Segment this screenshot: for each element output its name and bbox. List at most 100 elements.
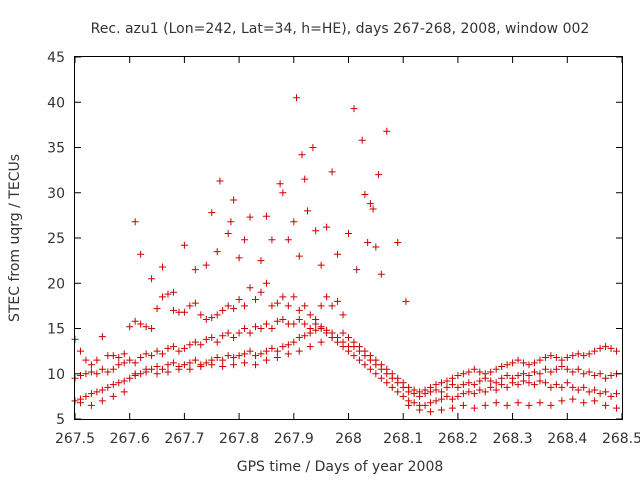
data-point bbox=[169, 306, 177, 314]
data-point bbox=[257, 325, 265, 332]
data-point bbox=[279, 189, 287, 197]
data-point bbox=[142, 365, 150, 373]
data-point bbox=[487, 377, 495, 385]
data-point bbox=[279, 293, 287, 301]
data-point bbox=[525, 379, 533, 387]
data-point bbox=[230, 361, 238, 369]
data-point bbox=[547, 383, 555, 391]
data-point bbox=[235, 352, 243, 360]
data-point bbox=[126, 323, 134, 331]
data-point bbox=[498, 363, 506, 371]
data-point bbox=[552, 353, 560, 361]
data-point bbox=[317, 261, 325, 269]
data-point bbox=[186, 365, 194, 373]
data-point bbox=[120, 388, 128, 396]
data-point bbox=[536, 356, 544, 364]
data-point bbox=[530, 368, 538, 376]
data-point bbox=[82, 356, 90, 364]
x-tick-label: 268.2 bbox=[438, 431, 478, 447]
y-tick-label: 30 bbox=[47, 186, 65, 202]
data-point bbox=[293, 94, 301, 102]
data-point bbox=[602, 401, 610, 409]
data-point bbox=[328, 302, 336, 310]
data-point bbox=[536, 377, 544, 385]
data-point bbox=[366, 200, 374, 208]
data-point bbox=[563, 365, 571, 373]
data-point bbox=[290, 293, 298, 301]
data-point bbox=[503, 383, 511, 391]
data-point bbox=[432, 386, 440, 394]
data-point bbox=[197, 341, 205, 349]
data-point bbox=[224, 302, 232, 310]
data-point bbox=[509, 379, 517, 387]
data-point bbox=[355, 356, 363, 364]
data-point bbox=[290, 218, 298, 226]
data-point bbox=[613, 347, 621, 355]
data-point bbox=[345, 229, 352, 237]
data-point bbox=[399, 392, 407, 400]
data-point bbox=[585, 350, 593, 358]
data-point bbox=[525, 401, 533, 409]
data-point bbox=[180, 344, 188, 352]
data-point bbox=[492, 386, 500, 394]
data-point bbox=[246, 347, 254, 355]
data-point bbox=[191, 338, 199, 346]
data-point bbox=[180, 308, 188, 316]
data-point bbox=[514, 381, 522, 389]
data-point bbox=[405, 388, 413, 396]
data-point bbox=[585, 388, 593, 396]
data-point bbox=[416, 392, 424, 400]
x-tick-label: 267.6 bbox=[110, 431, 150, 447]
data-point bbox=[481, 374, 489, 382]
y-tick-label: 35 bbox=[47, 141, 65, 157]
data-point bbox=[137, 250, 145, 258]
data-point bbox=[290, 338, 298, 346]
data-point bbox=[76, 372, 84, 380]
data-point bbox=[525, 361, 533, 369]
data-point bbox=[487, 368, 495, 376]
data-point bbox=[213, 311, 221, 319]
x-tick-label: 267.8 bbox=[219, 431, 259, 447]
data-point bbox=[175, 365, 183, 373]
data-point bbox=[312, 320, 320, 328]
data-point bbox=[476, 377, 484, 385]
data-point bbox=[361, 191, 369, 199]
data-point bbox=[574, 365, 582, 373]
data-point bbox=[126, 356, 134, 364]
data-point bbox=[219, 356, 227, 364]
data-point bbox=[303, 207, 311, 215]
data-point bbox=[443, 377, 451, 385]
data-point bbox=[180, 361, 188, 369]
data-point bbox=[369, 205, 377, 213]
data-point bbox=[421, 390, 429, 398]
data-point bbox=[366, 356, 374, 364]
data-point bbox=[402, 297, 410, 305]
data-point bbox=[558, 397, 566, 405]
data-point bbox=[142, 323, 150, 331]
data-point bbox=[109, 352, 117, 360]
data-point bbox=[558, 356, 566, 364]
data-point bbox=[186, 341, 194, 349]
data-point bbox=[580, 399, 588, 407]
data-point bbox=[235, 296, 243, 304]
data-point bbox=[580, 383, 588, 391]
data-point bbox=[569, 395, 577, 403]
data-point bbox=[273, 299, 281, 307]
data-point bbox=[536, 370, 544, 378]
data-point bbox=[137, 353, 145, 361]
data-point bbox=[252, 361, 260, 369]
data-point bbox=[257, 288, 265, 296]
data-point bbox=[268, 325, 276, 332]
data-point bbox=[448, 381, 456, 389]
data-point bbox=[498, 374, 506, 382]
data-point bbox=[262, 279, 270, 287]
data-point bbox=[202, 335, 210, 343]
data-point bbox=[257, 257, 265, 265]
data-point bbox=[465, 379, 473, 387]
data-point bbox=[339, 311, 347, 319]
data-point bbox=[153, 305, 161, 313]
data-point bbox=[470, 381, 478, 389]
data-point bbox=[448, 404, 456, 412]
data-point bbox=[448, 395, 456, 403]
data-point bbox=[350, 343, 358, 351]
